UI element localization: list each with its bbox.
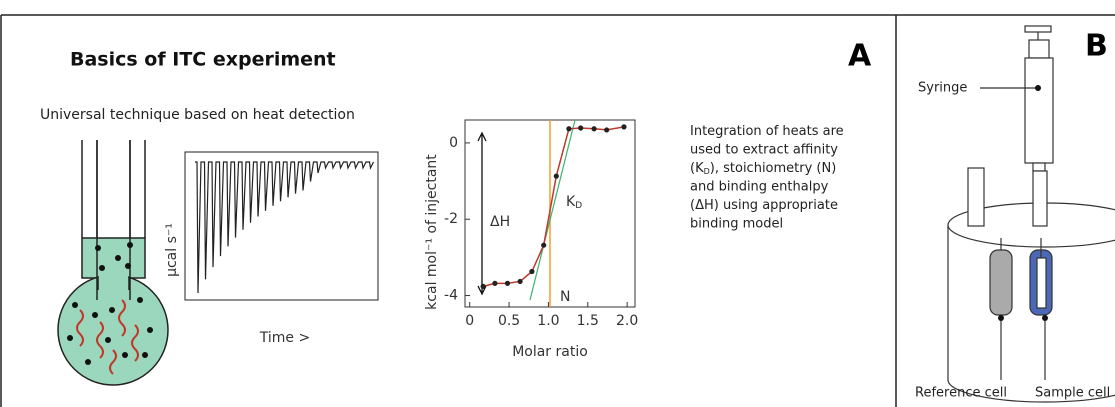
data-point bbox=[492, 280, 498, 286]
x-tick-label: 1.0 bbox=[537, 313, 559, 329]
description-line: (KD), stoichiometry (N) bbox=[690, 161, 836, 176]
data-point bbox=[517, 278, 523, 285]
syringe-label: Syringe bbox=[918, 81, 967, 96]
titration-plot: 0 0.5 1.0 1.5 2.0 0 -2 -4 Molar ratio kcal mol⁻¹ … bbox=[424, 119, 638, 360]
description-line: Integration of heats are bbox=[690, 124, 844, 139]
description-line: binding model bbox=[690, 216, 783, 231]
thermogram-frame bbox=[184, 151, 379, 301]
data-point bbox=[541, 242, 547, 248]
text-part: D bbox=[704, 167, 710, 176]
description: Integration of heats are used to extract … bbox=[690, 124, 844, 232]
y-tick-label: -4 bbox=[444, 288, 458, 304]
trace bbox=[195, 161, 375, 294]
text-part: (ΔH) using appropriate bbox=[690, 198, 838, 213]
data-point bbox=[578, 125, 584, 131]
n-label: N bbox=[560, 289, 570, 305]
data-point bbox=[621, 124, 627, 130]
dh-label: ΔH bbox=[490, 214, 510, 230]
x-tick-label: 0 bbox=[465, 313, 474, 329]
thermogram-trace bbox=[195, 161, 375, 294]
subtitle: Universal technique based on heat detect… bbox=[40, 107, 355, 123]
text-part: Integration of heats are bbox=[690, 124, 844, 139]
reference-cell-label: Reference cell bbox=[915, 386, 1007, 401]
thermogram-x-label: Time > bbox=[259, 330, 310, 346]
kd-main: K bbox=[566, 194, 576, 210]
instrument-drawing bbox=[947, 25, 1115, 403]
text-part: (K bbox=[690, 161, 704, 176]
y-tick-label: -2 bbox=[444, 211, 458, 227]
data-point bbox=[504, 280, 511, 286]
y-tick-label: 0 bbox=[449, 135, 458, 151]
thermogram-y-label: µcal s⁻¹ bbox=[164, 223, 180, 277]
dh-arrow bbox=[477, 131, 487, 296]
x-tick-label: 2.0 bbox=[616, 313, 638, 329]
panel-letter: A bbox=[848, 39, 872, 74]
data-point bbox=[604, 127, 610, 133]
kd-sub: D bbox=[575, 201, 582, 211]
frames bbox=[0, 14, 1115, 407]
data-point bbox=[566, 126, 572, 132]
description-line: used to extract affinity bbox=[690, 142, 838, 157]
data-point bbox=[591, 126, 597, 132]
data-point bbox=[480, 283, 486, 289]
title: Basics of ITC experiment bbox=[70, 49, 336, 71]
cell-icon bbox=[57, 140, 169, 386]
kd-label: KD bbox=[566, 194, 582, 211]
tangent bbox=[529, 119, 576, 301]
x-axis-label: Molar ratio bbox=[512, 344, 588, 360]
data-point bbox=[529, 268, 535, 275]
text-part: used to extract affinity bbox=[690, 142, 838, 157]
sample-cell-label: Sample cell bbox=[1035, 386, 1110, 401]
description-line: and binding enthalpy bbox=[690, 179, 829, 194]
y-axis-label: kcal mol⁻¹ of injectant bbox=[424, 154, 440, 310]
description-line: (ΔH) using appropriate bbox=[690, 198, 838, 213]
data-point bbox=[553, 173, 559, 179]
x-tick-label: 1.5 bbox=[577, 313, 599, 329]
x-tick-label: 0.5 bbox=[498, 313, 520, 329]
text-part: and binding enthalpy bbox=[690, 179, 829, 194]
text-part: ), stoichiometry (N) bbox=[710, 161, 837, 176]
panel-letter: B bbox=[1085, 29, 1108, 64]
text-part: binding model bbox=[690, 216, 783, 231]
